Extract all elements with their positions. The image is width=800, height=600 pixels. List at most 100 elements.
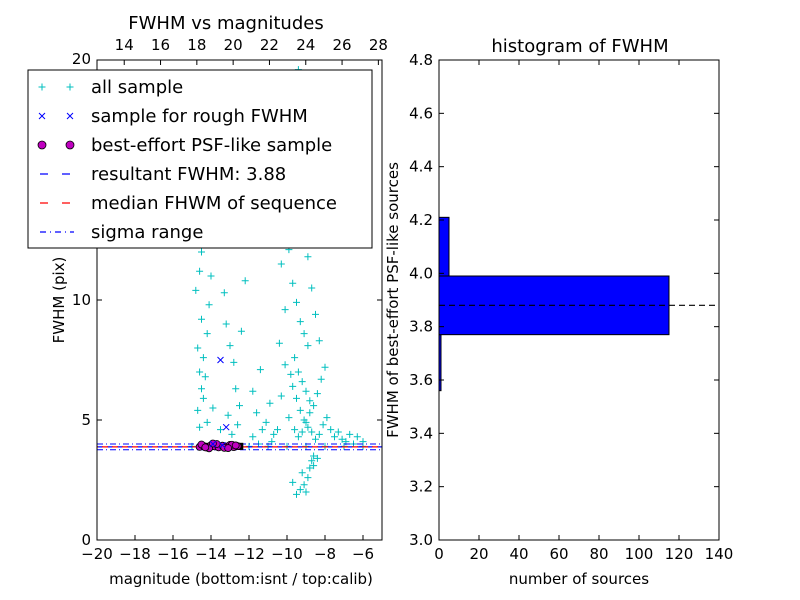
all-sample-point <box>310 462 318 470</box>
all-sample-point <box>199 354 207 362</box>
all-sample-point <box>302 488 310 496</box>
all-sample-point <box>313 390 321 398</box>
all-sample-point <box>331 433 338 441</box>
all-sample-point <box>306 464 314 472</box>
all-sample-point <box>298 469 306 477</box>
all-sample-point <box>194 344 202 352</box>
right-x-tick-label: 140 <box>705 545 734 563</box>
left-top-ylabel: 20 <box>72 50 91 68</box>
right-y-tick-label: 4.0 <box>409 264 433 282</box>
all-sample-point <box>281 306 289 314</box>
legend-x-marker <box>38 112 46 120</box>
left-y-tick-label: 0 <box>81 531 91 549</box>
legend-label: sample for rough FWHM <box>91 106 308 127</box>
legend-box <box>27 69 373 249</box>
left-axis-ticks: −20 −18 −16 −14 −12 −10 −8 −6 0 5 10 14 16 18 20 22 24 26… <box>72 36 388 563</box>
all-sample-point <box>289 382 297 390</box>
all-sample-point <box>201 373 209 381</box>
all-sample-point <box>291 426 299 434</box>
left-top-x-tick-label: 14 <box>115 36 134 54</box>
all-sample-point <box>304 253 312 261</box>
left-top-x-tick-label: 28 <box>369 36 388 54</box>
legend-item: best-effort PSF-like sample <box>37 135 332 156</box>
all-sample-point <box>293 298 300 306</box>
left-x-tick-label: −14 <box>195 545 227 563</box>
all-sample-point <box>289 279 297 287</box>
all-sample-point <box>310 452 318 460</box>
right-y-tick-label: 3.6 <box>409 371 433 389</box>
right-ylabel: FWHM of best-effort PSF-like sources <box>384 162 402 438</box>
legend-item: all sample <box>38 77 183 98</box>
legend-plus-marker <box>38 83 46 91</box>
left-top-x-tick-label: 20 <box>224 36 243 54</box>
right-histogram-panel: histogram of FWHM 0 20 40 60 80 100 120 140 3.0 3… <box>384 36 733 588</box>
all-sample-point <box>315 337 323 345</box>
all-sample-point <box>236 402 243 410</box>
all-sample-point <box>199 394 207 402</box>
all-sample-point <box>300 330 308 338</box>
left-top-x-tick-label: 18 <box>187 36 206 54</box>
all-sample-point <box>302 387 310 395</box>
all-sample-point <box>274 426 281 434</box>
right-y-tick-label: 4.6 <box>409 104 433 122</box>
all-sample-point <box>205 301 213 309</box>
all-sample-point <box>298 378 306 386</box>
right-y-tick-label: 4.4 <box>409 158 433 176</box>
all-sample-point <box>321 363 329 371</box>
all-sample-point <box>241 277 249 285</box>
all-sample-point <box>300 481 308 489</box>
legend-label: best-effort PSF-like sample <box>91 135 332 156</box>
all-sample-point <box>289 478 297 486</box>
all-sample-point <box>275 339 283 347</box>
all-sample-point <box>317 375 325 383</box>
right-xlabel: number of sources <box>509 570 649 588</box>
all-sample-point <box>207 272 215 280</box>
right-y-tick-label: 3.0 <box>409 531 433 549</box>
left-x-tick-label: −6 <box>352 545 374 563</box>
all-sample-point <box>294 368 302 376</box>
left-x-tick-label: −12 <box>233 545 265 563</box>
right-x-tick-label: 0 <box>434 545 444 563</box>
all-sample-point <box>296 486 304 494</box>
right-y-tick-label: 3.8 <box>409 318 433 336</box>
left-top-x-tick-label: 16 <box>151 36 170 54</box>
all-sample-point <box>302 418 310 426</box>
all-sample-point <box>237 327 245 335</box>
legend-item: resultant FWHM: 3.88 <box>40 164 286 185</box>
all-sample-point <box>293 490 300 498</box>
all-sample-point <box>270 430 278 438</box>
all-sample-point <box>230 358 238 366</box>
legend-item: median FHWM of sequence <box>40 193 337 214</box>
all-sample-point <box>306 409 314 417</box>
left-x-tick-label: −20 <box>81 545 113 563</box>
all-sample-point <box>287 370 295 378</box>
right-y-tick-label: 4.8 <box>409 51 433 69</box>
all-sample-point <box>226 342 234 350</box>
all-sample-point <box>312 435 319 443</box>
legend-circle-marker <box>65 140 75 150</box>
legend-label: median FHWM of sequence <box>91 193 337 214</box>
legend: all sample sample for rough FWHM best-effo… <box>27 69 373 249</box>
all-sample-point <box>198 248 205 256</box>
right-x-tick-label: 60 <box>549 545 568 563</box>
rough-fwhm-point <box>209 440 217 448</box>
all-sample-point <box>353 433 361 441</box>
all-sample-point <box>228 430 236 438</box>
right-x-tick-label: 120 <box>665 545 694 563</box>
legend-label: sigma range <box>91 222 203 243</box>
all-sample-point <box>294 433 302 441</box>
all-sample-point <box>262 418 270 426</box>
legend-plus-marker <box>66 83 74 91</box>
legend-circle-marker <box>37 140 47 150</box>
all-sample-point <box>196 368 204 376</box>
all-sample-point <box>266 399 274 407</box>
all-sample-point <box>224 411 232 419</box>
all-sample-point <box>232 385 240 393</box>
left-title: FWHM vs magnitudes <box>128 13 323 34</box>
all-sample-point <box>249 433 257 441</box>
all-sample-point <box>194 406 202 414</box>
psf-sample-point <box>201 443 210 452</box>
all-sample-point <box>308 284 316 292</box>
left-x-tick-label: −18 <box>119 545 151 563</box>
